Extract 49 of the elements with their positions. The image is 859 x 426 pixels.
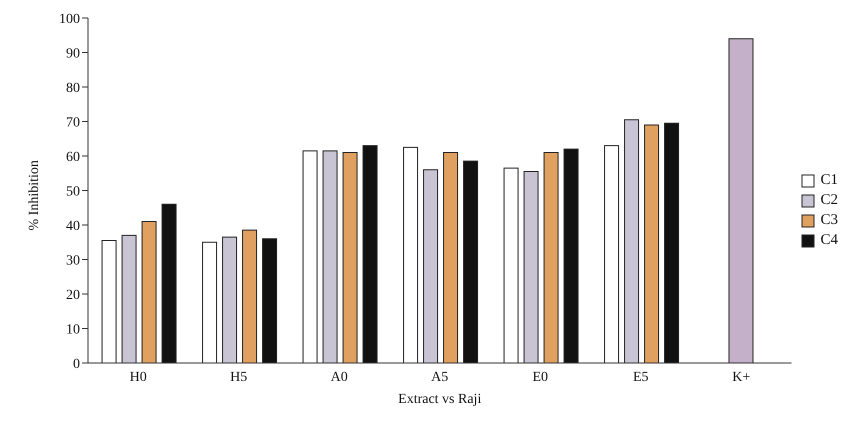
legend-label: C1 — [820, 172, 838, 189]
bar — [463, 160, 478, 363]
bar — [604, 145, 620, 363]
bar — [242, 230, 258, 363]
y-tick-label: 10 — [66, 322, 80, 338]
bar — [262, 238, 278, 363]
bar — [504, 168, 519, 363]
bar — [122, 234, 137, 363]
x-tick-label: H5 — [230, 370, 248, 385]
x-axis-title: Extract vs Raji — [398, 392, 482, 407]
bar — [403, 146, 418, 363]
bar — [644, 124, 660, 363]
y-tick-label: 80 — [66, 80, 80, 96]
y-tick-label: 90 — [66, 46, 80, 62]
bar — [664, 122, 680, 363]
y-tick-label: 40 — [66, 218, 80, 234]
x-tick-label: E5 — [632, 370, 649, 385]
x-tick-label: E0 — [532, 370, 548, 385]
bar — [142, 221, 157, 363]
x-tick-label: K+ — [732, 370, 750, 385]
y-tick-label: 100 — [59, 12, 80, 27]
bar — [302, 150, 318, 363]
bar — [322, 150, 338, 363]
bar — [728, 38, 754, 363]
bar — [162, 204, 177, 363]
bar — [342, 152, 358, 363]
y-tick-label: 70 — [66, 115, 80, 130]
bar — [544, 152, 559, 363]
bar — [362, 145, 378, 363]
legend-label: C4 — [820, 232, 838, 249]
y-tick-label: 20 — [66, 288, 80, 303]
y-tick-label: 50 — [66, 184, 80, 200]
bar — [524, 171, 539, 363]
y-axis-title: % Inhibition — [26, 160, 42, 230]
bar — [102, 240, 117, 363]
bar — [564, 148, 579, 363]
x-tick-label: A5 — [431, 370, 448, 385]
bar — [222, 236, 238, 363]
bar — [443, 152, 458, 363]
x-tick-label: A0 — [330, 370, 348, 385]
bar — [423, 169, 438, 363]
legend-label: C2 — [820, 192, 838, 209]
y-tick-label: 30 — [66, 253, 80, 268]
legend-label: C3 — [820, 212, 838, 229]
y-tick-label: 60 — [66, 150, 80, 165]
bar — [624, 119, 640, 363]
y-tick-label: 0 — [73, 356, 80, 372]
bar — [202, 242, 218, 363]
x-tick-label: H0 — [130, 370, 147, 385]
